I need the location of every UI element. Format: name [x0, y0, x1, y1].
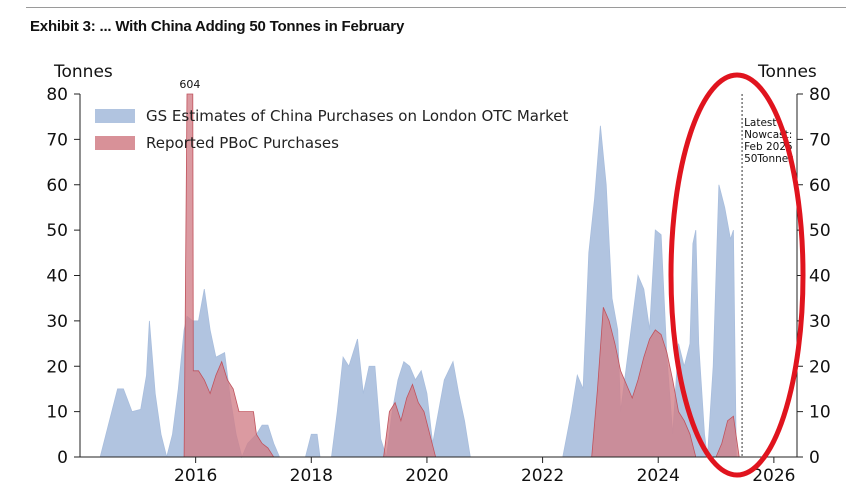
y-tick-label-left: 60	[46, 176, 68, 196]
x-tick-label: 2026	[752, 466, 795, 486]
y-tick-label-left: 50	[46, 221, 68, 241]
legend: GS Estimates of China Purchases on Londo…	[95, 107, 569, 152]
y-tick-label-left: 0	[57, 448, 68, 468]
y-tick-label-left: 10	[46, 403, 68, 423]
legend-swatch-gs	[95, 109, 135, 123]
nowcast-line-2: Nowcast:	[744, 129, 792, 141]
top-rule	[26, 7, 846, 8]
plot-areas	[99, 93, 740, 459]
y-tick-label-left: 40	[46, 267, 68, 287]
legend-label-gs: GS Estimates of China Purchases on Londo…	[146, 107, 569, 125]
y-tick-label-right: 0	[809, 448, 820, 468]
y-tick-label-right: 20	[809, 357, 831, 377]
nowcast-line-1: Latest	[744, 117, 776, 129]
x-tick-label: 2018	[290, 466, 333, 486]
highlight-ellipse	[668, 72, 806, 478]
x-tick-label: 2024	[637, 466, 680, 486]
x-tick-label: 2020	[405, 466, 448, 486]
y-tick-label-right: 50	[809, 221, 831, 241]
series-area-pboc	[183, 93, 740, 458]
y-tick-label-right: 10	[809, 403, 831, 423]
y-tick-label-left: 30	[46, 312, 68, 332]
annotation-604: 604	[179, 78, 200, 91]
y-axis-label-right: Tonnes	[757, 62, 817, 82]
legend-swatch-pboc	[95, 136, 135, 150]
y-tick-label-right: 30	[809, 312, 831, 332]
y-tick-label-right: 70	[809, 130, 831, 150]
y-tick-label-right: 60	[809, 176, 831, 196]
y-axis-label-left: Tonnes	[53, 62, 113, 82]
x-tick-label: 2022	[521, 466, 564, 486]
y-tick-label-left: 70	[46, 130, 68, 150]
nowcast-line-3: Feb 2025	[744, 141, 793, 153]
y-tick-label-left: 20	[46, 357, 68, 377]
x-tick-label: 2016	[174, 466, 217, 486]
legend-label-pboc: Reported PBoC Purchases	[146, 134, 339, 152]
y-tick-label-right: 80	[809, 85, 831, 105]
y-tick-label-left: 80	[46, 85, 68, 105]
y-tick-label-right: 40	[809, 267, 831, 287]
nowcast-annotation: Latest Nowcast: Feb 2025 50Tonnes	[744, 117, 796, 165]
exhibit-title: Exhibit 3: ... With China Adding 50 Tonn…	[30, 18, 405, 35]
nowcast-line-4: 50Tonnes	[744, 153, 794, 165]
